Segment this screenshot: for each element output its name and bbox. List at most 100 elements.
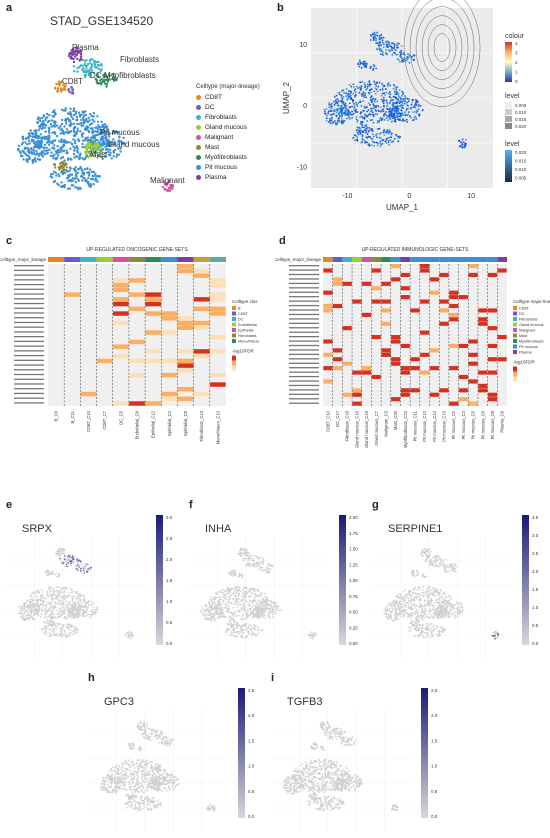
data-point [87, 177, 90, 180]
data-point [37, 152, 41, 156]
data-point [96, 154, 100, 157]
heatmap-cell [129, 401, 145, 406]
row-label-text [14, 378, 44, 380]
data-point [391, 120, 394, 123]
data-point [344, 109, 347, 111]
data-point [90, 615, 92, 617]
data-point [412, 99, 415, 102]
data-point [73, 608, 76, 610]
data-point [359, 132, 362, 135]
data-point [52, 617, 54, 620]
data-point [233, 611, 235, 614]
point-cloud [17, 46, 174, 193]
data-point [43, 115, 46, 118]
data-point [50, 623, 52, 626]
data-point [393, 45, 396, 47]
data-point [29, 611, 32, 614]
data-point [240, 634, 243, 637]
data-point [324, 110, 326, 113]
data-point [68, 591, 70, 593]
data-point [38, 592, 41, 594]
data-point [93, 608, 95, 611]
data-point [233, 592, 235, 595]
data-point [208, 613, 211, 615]
data-point [376, 31, 379, 34]
legend-label: Pit mucous [205, 163, 238, 171]
row-label-text [289, 282, 319, 285]
legend-label: CD8T [519, 307, 530, 311]
data-point [38, 119, 42, 123]
data-point [366, 126, 369, 129]
data-point [244, 554, 247, 557]
data-point [266, 566, 268, 568]
data-point [46, 140, 50, 143]
data-point [53, 606, 55, 609]
data-point [76, 614, 78, 617]
data-point [225, 604, 227, 606]
data-point [49, 629, 52, 631]
data-point [329, 118, 331, 120]
data-point [279, 609, 282, 611]
data-point [239, 590, 242, 592]
data-point [258, 615, 260, 617]
data-point [385, 117, 388, 119]
data-point [90, 569, 92, 572]
data-point [214, 602, 216, 605]
data-point [108, 78, 112, 81]
data-point [115, 130, 118, 133]
data-point [355, 94, 357, 96]
data-point [217, 593, 219, 595]
data-point [252, 601, 254, 604]
data-point [397, 595, 400, 598]
data-point [67, 614, 69, 617]
data-point [34, 604, 36, 607]
data-point [232, 628, 235, 631]
data-point [412, 111, 414, 113]
data-point [363, 65, 366, 68]
heatmap-cell [113, 353, 129, 359]
data-point [83, 76, 87, 79]
data-point [43, 123, 46, 127]
data-point [223, 594, 226, 596]
data-point [371, 128, 374, 131]
data-point [235, 587, 237, 590]
data-point [248, 563, 250, 566]
data-point [90, 152, 93, 155]
data-point [35, 149, 38, 153]
legend-swatch [513, 311, 517, 316]
data-point [401, 61, 403, 63]
data-point [225, 594, 227, 596]
data-point [55, 551, 57, 553]
legend-label: DC [205, 103, 215, 111]
data-point [75, 53, 79, 57]
data-point [372, 103, 375, 105]
data-point [268, 571, 270, 574]
data-point [425, 603, 427, 605]
data-point [57, 87, 60, 90]
data-point [72, 557, 74, 560]
data-point [52, 157, 55, 160]
data-point [63, 590, 65, 593]
data-point [368, 102, 370, 105]
data-point [75, 631, 77, 634]
legend-label: Plasma [205, 173, 227, 181]
data-point [217, 590, 220, 593]
data-point [378, 43, 380, 46]
data-point [55, 609, 58, 611]
column-band [390, 257, 401, 262]
data-point [256, 604, 259, 606]
data-point [54, 622, 56, 625]
data-point [373, 141, 376, 144]
data-point [337, 100, 340, 102]
data-point [91, 603, 93, 606]
heatmap-cell [323, 379, 333, 384]
data-point [79, 565, 81, 567]
data-point [61, 145, 64, 148]
point-cloud [383, 548, 500, 640]
legend-item: CD8T [196, 92, 276, 102]
data-point [75, 131, 78, 135]
data-point [69, 616, 72, 618]
data-point [368, 93, 371, 95]
data-point [256, 615, 258, 617]
data-point [40, 600, 43, 602]
